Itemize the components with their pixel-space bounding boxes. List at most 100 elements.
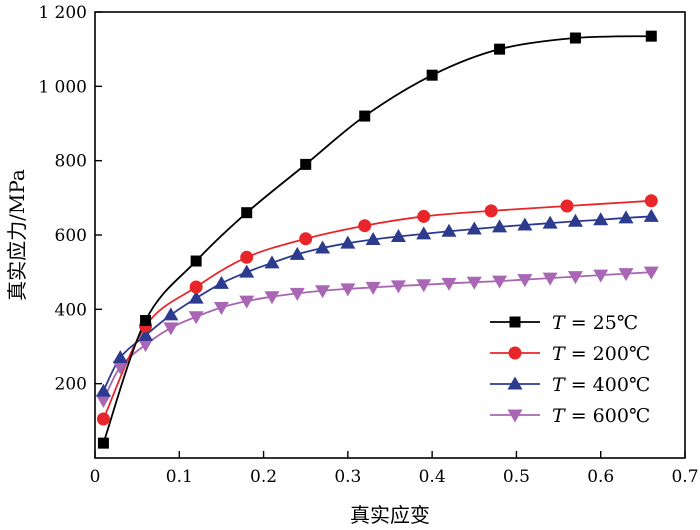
data-point-marker [240, 250, 254, 264]
data-point-marker [560, 199, 574, 213]
data-point-marker [466, 276, 482, 290]
legend-marker-shape [507, 376, 523, 390]
data-point-marker [542, 215, 558, 229]
data-point-marker [95, 394, 111, 408]
data-point-marker [441, 277, 457, 291]
y-axis-title: 真实应力/MPa [5, 169, 29, 301]
data-point-marker [96, 412, 110, 426]
data-point-marker [517, 274, 533, 288]
data-point-marker [97, 437, 109, 449]
data-point-marker [618, 268, 634, 282]
data-point-marker [299, 232, 313, 246]
data-point-marker [315, 285, 331, 299]
y-tick-label: 800 [55, 152, 87, 172]
data-point-marker [643, 208, 659, 222]
data-point-marker [112, 361, 128, 375]
legend-marker-shape [509, 316, 521, 328]
data-point-marker [416, 279, 432, 293]
data-point-marker [264, 291, 280, 305]
legend-label-200c: T = 200℃ [552, 343, 650, 365]
legend-item-600c: T = 600℃ [490, 405, 650, 427]
data-point-marker [644, 194, 658, 208]
data-point-marker [163, 307, 179, 321]
data-point-marker [239, 264, 255, 278]
legend-marker-shape [507, 409, 523, 423]
data-point-marker [239, 295, 255, 309]
data-point-marker [213, 275, 229, 289]
series-line [102, 35, 652, 444]
data-point-marker [163, 322, 179, 336]
data-point-marker [441, 223, 457, 237]
legend-label-400c: T = 400℃ [552, 374, 650, 396]
data-point-marker [112, 350, 128, 364]
y-tick-label: 1 200 [38, 3, 87, 23]
y-tick-label: 400 [55, 300, 87, 320]
x-axis-title: 真实应变 [350, 503, 430, 527]
legend-label-25c: T = 25℃ [552, 312, 638, 334]
data-point-marker [567, 271, 583, 285]
data-point-marker [188, 290, 204, 304]
y-tick-label: 200 [55, 375, 87, 395]
x-tick-label: 0.2 [250, 467, 277, 487]
data-point-marker [492, 275, 508, 289]
data-point-marker [241, 207, 253, 219]
legend-marker-400c [507, 376, 523, 390]
legend-item-400c: T = 400℃ [490, 374, 650, 396]
legend-item-200c: T = 200℃ [490, 343, 650, 365]
data-point-marker [593, 269, 609, 283]
data-point-marker [645, 30, 657, 42]
data-point-marker [466, 221, 482, 235]
x-tick-label: 0.6 [587, 467, 614, 487]
y-tick-label: 600 [55, 226, 87, 246]
data-point-marker [365, 231, 381, 245]
data-point-marker [494, 43, 506, 55]
data-point-marker [289, 246, 305, 260]
data-point-marker [315, 240, 331, 254]
data-point-marker [426, 69, 438, 81]
data-point-marker [542, 272, 558, 286]
x-tick-label: 0.4 [419, 467, 446, 487]
data-point-marker [140, 314, 152, 326]
data-point-marker [189, 280, 203, 294]
legend-item-25c: T = 25℃ [490, 312, 638, 334]
x-tick-label: 0.5 [503, 467, 530, 487]
data-point-marker [643, 266, 659, 280]
data-point-marker [390, 228, 406, 242]
data-point-marker [138, 327, 154, 341]
legend: T = 25℃ T = 200℃ T = 400℃ T = 600℃ [490, 312, 650, 427]
ticks-layer [94, 11, 686, 458]
data-point-marker [138, 339, 154, 353]
data-point-marker [517, 217, 533, 231]
x-tick-label: 0.7 [671, 467, 698, 487]
data-point-marker [618, 210, 634, 224]
y-tick-label: 1 000 [38, 77, 87, 97]
data-point-marker [289, 287, 305, 301]
data-point-marker [188, 311, 204, 325]
data-point-marker [567, 213, 583, 227]
data-point-marker [95, 383, 111, 397]
x-tick-label: 0 [90, 467, 101, 487]
data-point-marker [264, 255, 280, 269]
data-point-marker [340, 235, 356, 249]
data-point-marker [390, 280, 406, 294]
tick-labels-layer: 0 0.1 0.2 0.3 0.4 0.5 0.6 0.7 200 400 600 800 1 000 1… [38, 3, 698, 487]
data-point-marker [190, 255, 202, 267]
data-point-marker [416, 226, 432, 240]
data-point-marker [492, 219, 508, 233]
legend-marker-200c [508, 346, 522, 360]
markers-layer [95, 30, 659, 449]
x-tick-label: 0.1 [166, 467, 193, 487]
data-point-marker [417, 209, 431, 223]
data-point-marker [484, 204, 498, 218]
data-point-marker [340, 283, 356, 297]
data-point-marker [358, 219, 372, 233]
legend-label-600c: T = 600℃ [552, 405, 650, 427]
legend-marker-shape [508, 346, 522, 360]
x-tick-label: 0.3 [334, 467, 361, 487]
data-point-marker [300, 158, 312, 170]
data-point-marker [593, 212, 609, 226]
legend-marker-600c [507, 409, 523, 423]
legend-marker-25c [509, 316, 521, 328]
data-point-marker [359, 110, 371, 122]
